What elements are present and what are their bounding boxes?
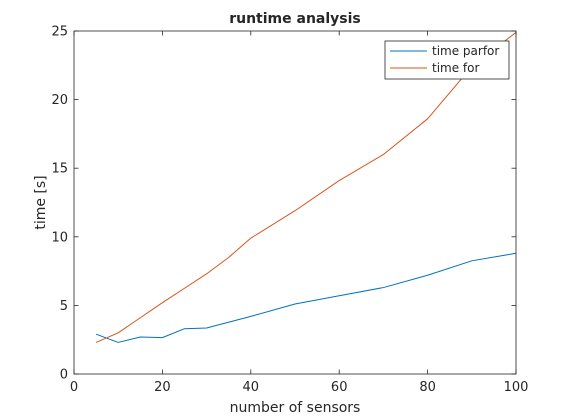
series-layer (95, 31, 517, 343)
x-tick-label: 40 (243, 380, 260, 395)
legend-entry-2: time for (432, 61, 479, 75)
y-axis-label: time [s] (33, 175, 49, 229)
ticks-layer: 0 20 40 60 80 100 0 5 10 15 20 25 (51, 25, 528, 396)
x-tick-label: 100 (504, 380, 529, 395)
y-tick-label: 25 (51, 25, 68, 40)
y-tick-label: 15 (51, 162, 68, 177)
y-tick-label: 10 (51, 230, 68, 245)
y-tick-label: 20 (51, 93, 68, 108)
axes-box (73, 30, 517, 375)
x-tick-label: 80 (419, 380, 436, 395)
legend: time parfor time for (384, 40, 510, 80)
x-axis-label: number of sensors (230, 400, 361, 416)
chart-title: runtime analysis (229, 11, 361, 27)
y-tick-label: 5 (60, 299, 68, 314)
x-tick-label: 0 (70, 380, 78, 395)
series-line-1 (95, 252, 517, 343)
series-line-2 (95, 31, 517, 343)
y-tick-label: 0 (60, 368, 68, 383)
legend-entry-1: time parfor (432, 44, 499, 58)
legend-box (384, 40, 510, 80)
x-tick-label: 60 (331, 380, 348, 395)
x-tick-label: 20 (154, 380, 171, 395)
